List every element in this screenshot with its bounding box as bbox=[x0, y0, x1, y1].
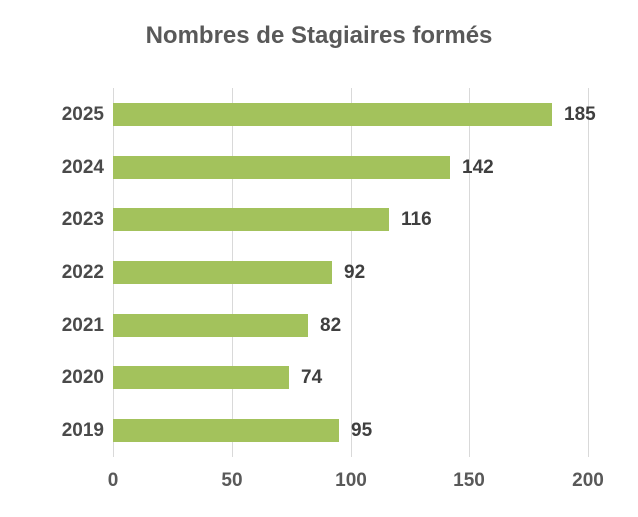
x-tick-label: 150 bbox=[453, 470, 485, 491]
bar-value-label: 185 bbox=[564, 104, 596, 125]
bar-value-label: 82 bbox=[320, 315, 342, 336]
gridline bbox=[469, 88, 470, 457]
x-tick-label: 0 bbox=[107, 470, 119, 491]
bar bbox=[113, 314, 308, 337]
bar bbox=[113, 156, 450, 179]
x-tick-label: 100 bbox=[335, 470, 367, 491]
category-label: 2020 bbox=[61, 367, 104, 388]
category-label: 2023 bbox=[61, 209, 104, 230]
category-label: 2024 bbox=[61, 157, 104, 178]
bar-value-label: 116 bbox=[401, 209, 432, 230]
bar-value-label: 74 bbox=[301, 367, 323, 388]
x-tick-label: 200 bbox=[572, 470, 604, 491]
bar-value-label: 142 bbox=[462, 157, 494, 178]
bar bbox=[113, 103, 552, 126]
bar bbox=[113, 261, 332, 284]
bar bbox=[113, 419, 339, 442]
chart-title: Nombres de Stagiaires formés bbox=[145, 22, 493, 49]
gridline bbox=[351, 88, 352, 457]
category-label: 2019 bbox=[61, 420, 104, 441]
category-label: 2021 bbox=[61, 315, 104, 336]
category-label: 2025 bbox=[61, 104, 104, 125]
bar bbox=[113, 366, 289, 389]
x-tick-label: 50 bbox=[221, 470, 243, 491]
gridline bbox=[588, 88, 589, 457]
category-label: 2022 bbox=[61, 262, 104, 283]
bar bbox=[113, 208, 389, 231]
bar-value-label: 92 bbox=[344, 262, 366, 283]
bar-value-label: 95 bbox=[351, 420, 373, 441]
